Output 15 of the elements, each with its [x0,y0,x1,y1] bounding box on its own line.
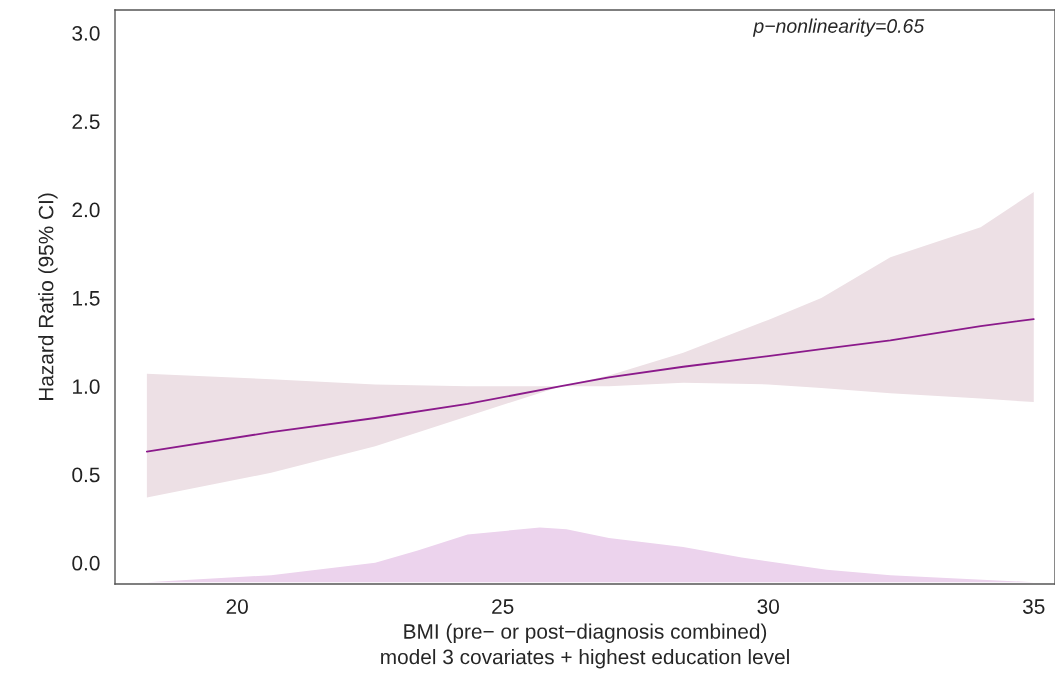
annotation: p−nonlinearity=0.65 [752,18,925,37]
y-tick-label: 1.5 [73,291,100,306]
y-tick-label: 0.0 [72,555,100,571]
x-axis-title: BMI (pre− or post−diagnosis combined) model 3 covariates + highest education level [381,623,789,669]
y-tick-label: 3.0 [72,25,100,41]
line-series [145,318,1035,453]
x-tick-label: 20 [226,599,248,614]
y-tick-label: 2.5 [72,114,100,130]
x-tick-label: 25 [492,599,514,614]
y-tick-label: 0.5 [72,467,100,483]
y-axis-title: Hazard Ratio (95% CI) [38,193,58,401]
x-tick-label: 30 [757,599,779,614]
y-tick-label: 2.0 [72,202,100,218]
x-tick-label: 35 [1022,599,1045,614]
y-tick-label: 1.0 [73,379,100,394]
